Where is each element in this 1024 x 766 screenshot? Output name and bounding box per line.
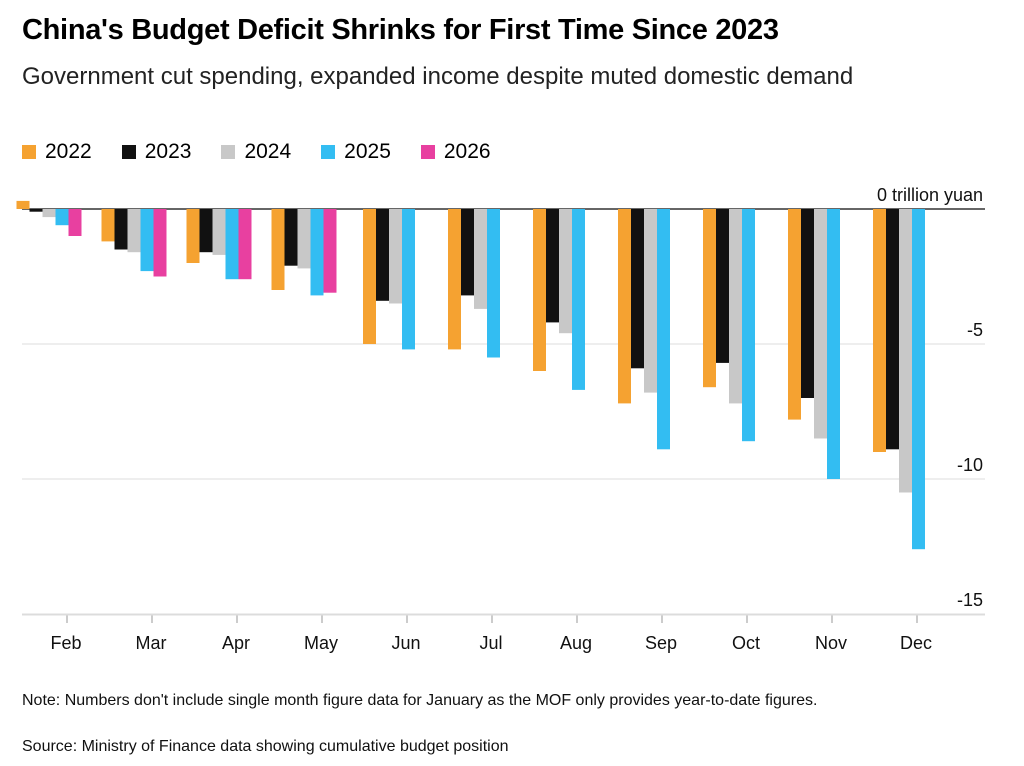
- footnote: Note: Numbers don't include single month…: [22, 692, 818, 709]
- bar-2023-jun: [376, 209, 389, 301]
- bar-2025-oct: [742, 209, 755, 442]
- legend-item-2024: 2024: [221, 140, 291, 164]
- bar-2026-mar: [153, 209, 167, 277]
- x-tick-label: Mar: [136, 633, 167, 653]
- bar-2022-feb: [16, 200, 30, 209]
- bar-2024-sep: [644, 209, 657, 393]
- bar-2023-nov: [801, 209, 814, 398]
- x-tick-label: Apr: [222, 633, 250, 653]
- bar-2023-sep: [631, 209, 644, 369]
- bar-2023-apr: [199, 209, 213, 253]
- bar-2026-feb: [68, 209, 82, 236]
- bar-2025-apr: [225, 209, 239, 280]
- bar-2022-mar: [101, 209, 115, 242]
- legend-swatch: [121, 145, 136, 159]
- bar-2022-sep: [618, 209, 631, 404]
- bar-2024-dec: [899, 209, 912, 493]
- bar-2023-dec: [886, 209, 899, 450]
- x-tick-label: Jul: [479, 633, 502, 653]
- bar-2022-aug: [533, 209, 546, 371]
- y-tick-label: -10: [957, 455, 983, 475]
- bar-2023-feb: [29, 209, 43, 212]
- y-tick-label: -5: [967, 320, 983, 340]
- bar-2024-feb: [42, 209, 56, 218]
- bar-2025-mar: [140, 209, 154, 272]
- x-tick-label: Nov: [815, 633, 847, 653]
- chart-legend: 2022 2023 2024 2025 2026: [22, 140, 521, 164]
- legend-label: 2023: [144, 140, 192, 163]
- y-tick-label: 0 trillion yuan: [877, 185, 983, 205]
- bar-2022-apr: [186, 209, 200, 263]
- legend-item-2023: 2023: [121, 140, 192, 164]
- bar-2023-may: [284, 209, 298, 266]
- legend-swatch: [22, 145, 36, 159]
- legend-label: 2024: [244, 140, 292, 163]
- budget-bar-chart: 0 trillion yuan -5 -10 -15 Feb Mar Apr May Jun Ju…: [16, 185, 985, 653]
- bar-2022-dec: [873, 209, 886, 452]
- legend-swatch: [420, 145, 435, 159]
- x-tick-label: May: [304, 633, 338, 653]
- bar-2024-apr: [212, 209, 226, 255]
- legend-swatch: [321, 145, 336, 159]
- legend-item-2026: 2026: [420, 140, 491, 164]
- y-tick-label: -15: [957, 590, 983, 610]
- bar-2023-mar: [114, 209, 128, 250]
- bar-2024-jul: [474, 209, 487, 309]
- bar-2024-aug: [559, 209, 572, 334]
- legend-item-2022: 2022: [22, 140, 92, 164]
- bar-2022-jul: [448, 209, 461, 350]
- bar-2023-jul: [461, 209, 474, 296]
- bar-2022-jun: [363, 209, 376, 344]
- bar-2025-sep: [657, 209, 670, 450]
- bar-2025-dec: [912, 209, 925, 550]
- x-tick-label: Dec: [900, 633, 932, 653]
- bar-2025-feb: [55, 209, 69, 226]
- bar-2023-oct: [716, 209, 729, 363]
- legend-label: 2022: [45, 140, 92, 163]
- x-tick-label: Feb: [50, 633, 81, 653]
- source-line: Source: Ministry of Finance data showing…: [22, 738, 509, 755]
- bar-2024-jun: [389, 209, 402, 304]
- bar-2022-may: [271, 209, 285, 290]
- bar-2026-apr: [238, 209, 252, 280]
- x-tick-label: Jun: [391, 633, 420, 653]
- x-tick-label: Sep: [645, 633, 677, 653]
- bar-2024-may: [297, 209, 311, 269]
- bar-2023-aug: [546, 209, 559, 323]
- bar-2024-nov: [814, 209, 827, 439]
- bar-2025-aug: [572, 209, 585, 390]
- legend-label: 2025: [344, 140, 391, 163]
- x-tick-label: Aug: [560, 633, 592, 653]
- x-tick-label: Oct: [732, 633, 760, 653]
- bar-2024-mar: [127, 209, 141, 253]
- legend-item-2025: 2025: [321, 140, 391, 164]
- bar-2024-oct: [729, 209, 742, 404]
- chart-title: China's Budget Deficit Shrinks for First…: [22, 14, 779, 46]
- bar-2022-nov: [788, 209, 801, 420]
- legend-swatch: [221, 145, 236, 159]
- bar-2026-may: [323, 209, 337, 293]
- bar-2025-may: [310, 209, 324, 296]
- legend-label: 2026: [443, 140, 491, 163]
- bar-2025-jul: [487, 209, 500, 358]
- bar-2025-nov: [827, 209, 840, 479]
- chart-subtitle: Government cut spending, expanded income…: [22, 63, 854, 90]
- bar-2025-jun: [402, 209, 415, 350]
- bar-2022-oct: [703, 209, 716, 388]
